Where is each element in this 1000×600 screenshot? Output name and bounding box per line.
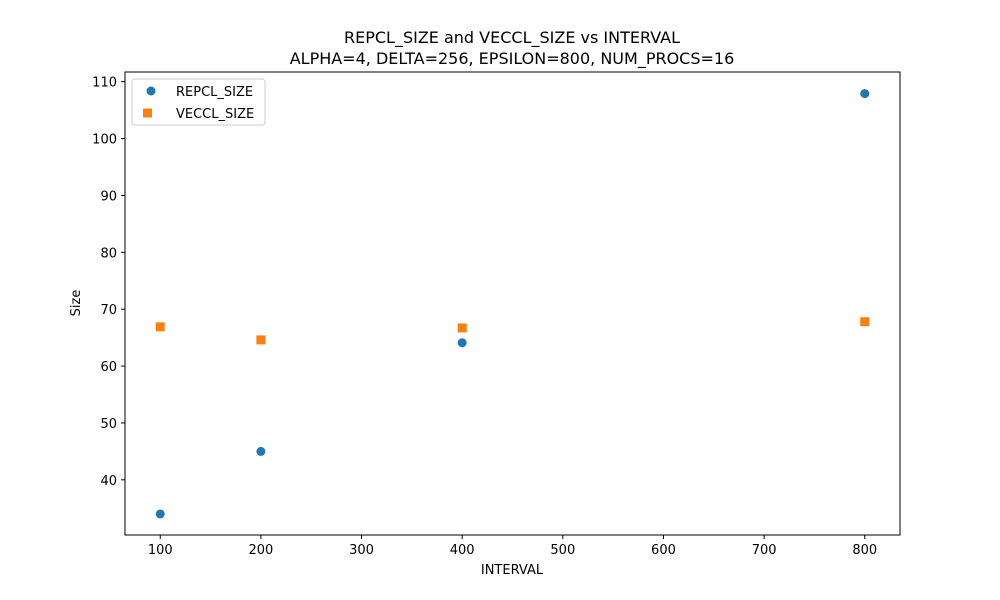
- legend-box: [131, 78, 266, 126]
- y-axis-label: Size: [69, 290, 84, 317]
- y-tick-label: 90: [100, 189, 117, 204]
- point-veccl-size-200: [256, 335, 266, 345]
- marks-layer: [155, 89, 870, 519]
- chart-subtitle: ALPHA=4, DELTA=256, EPSILON=800, NUM_PRO…: [290, 49, 735, 69]
- y-tick-label: 110: [92, 76, 117, 91]
- point-repcl-size-800: [860, 89, 870, 99]
- y-tick-label: 70: [100, 303, 117, 318]
- x-tick-label: 300: [349, 543, 374, 558]
- chart-title: REPCL_SIZE and VECCL_SIZE vs INTERVAL: [344, 28, 680, 48]
- x-tick-label: 400: [450, 543, 475, 558]
- x-tick-label: 500: [550, 543, 575, 558]
- point-veccl-size-800: [860, 317, 870, 327]
- x-tick-label: 700: [752, 543, 777, 558]
- plot-frame: [124, 71, 901, 536]
- x-tick-label: 200: [248, 543, 273, 558]
- y-tick-label: 80: [100, 246, 117, 261]
- x-tick-label: 100: [148, 543, 173, 558]
- x-tick-label: 800: [852, 543, 877, 558]
- x-tick-label: 600: [651, 543, 676, 558]
- legend-marker-veccl-size: [143, 108, 152, 118]
- ticks-layer: 100 200 300 400 500 600 700 800 40 50 60 70 80 90 100 1…: [92, 76, 877, 558]
- y-tick-label: 100: [92, 133, 117, 148]
- legend-label: VECCL_SIZE: [176, 107, 254, 122]
- point-repcl-size-400: [457, 338, 467, 348]
- legend-label: REPCL_SIZE: [176, 85, 253, 100]
- x-axis-label: INTERVAL: [481, 563, 544, 578]
- point-repcl-size-100: [155, 509, 165, 519]
- point-veccl-size-100: [155, 322, 165, 332]
- legend-marker-repcl-size: [146, 86, 156, 96]
- legend: REPCL_SIZE VECCL_SIZE: [131, 78, 266, 126]
- y-tick-label: 60: [100, 360, 117, 375]
- point-repcl-size-200: [256, 446, 266, 456]
- y-tick-label: 50: [100, 417, 117, 432]
- point-veccl-size-400: [457, 323, 467, 333]
- y-tick-label: 40: [100, 474, 117, 489]
